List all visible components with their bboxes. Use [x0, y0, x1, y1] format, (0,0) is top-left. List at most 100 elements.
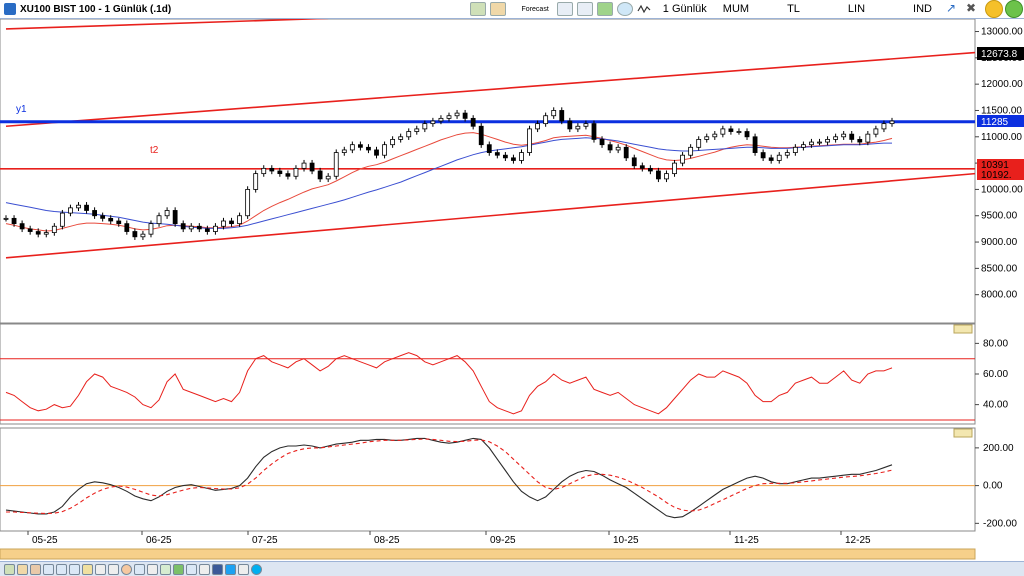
indicator-selector[interactable]: IND	[913, 3, 932, 15]
candle-body	[59, 212, 65, 227]
grid-icon[interactable]	[556, 2, 573, 16]
candle-body	[519, 152, 524, 161]
candle-body	[309, 162, 315, 172]
candle-body	[688, 146, 694, 156]
tools-icon[interactable]: ✖	[966, 1, 977, 15]
x-tick-label: 12-25	[845, 535, 871, 546]
candle-body	[293, 167, 299, 177]
macd-tick-label: 0.00	[983, 481, 1003, 492]
candle-body	[583, 123, 589, 127]
bb-email-icon[interactable]	[238, 563, 249, 575]
period-selector[interactable]: 1 Günlük	[662, 3, 707, 15]
bb-table-icon[interactable]	[160, 563, 171, 575]
bb-ruler-icon[interactable]	[108, 563, 119, 575]
candle-body	[873, 128, 879, 135]
bb-circle-icon[interactable]	[121, 563, 132, 575]
maximize-icon[interactable]	[1005, 0, 1023, 18]
arrow-icon[interactable]: ↗	[946, 1, 957, 15]
trendline-0[interactable]	[5, 51, 976, 128]
candle-body	[607, 144, 613, 151]
pen-icon[interactable]	[596, 2, 613, 16]
y1-level-tag-bg	[977, 115, 1024, 127]
bb-facebook-icon[interactable]	[212, 563, 223, 575]
candle-body	[664, 173, 669, 180]
candle-body	[132, 231, 138, 238]
bb-excel-icon[interactable]	[173, 563, 184, 575]
candle-body	[398, 136, 404, 140]
x-tick-label: 11-25	[734, 535, 759, 546]
candle-body	[438, 117, 444, 122]
candle-body	[277, 170, 283, 175]
line-chart-icon[interactable]	[489, 2, 506, 16]
rsi-pane-border	[0, 323, 976, 425]
bb-candle-icon[interactable]	[17, 563, 28, 575]
rsi-line	[5, 352, 893, 415]
wave-icon-svg	[637, 4, 651, 14]
bb-print-icon[interactable]	[147, 563, 158, 575]
trendline-2[interactable]	[5, 19, 329, 30]
candle-body	[712, 133, 718, 138]
annotation-t2: t2	[150, 145, 159, 156]
price-pane-border	[0, 19, 976, 324]
bb-bar-icon[interactable]	[4, 563, 15, 575]
macd-pane-close-button[interactable]	[953, 428, 973, 438]
candle-body	[204, 228, 210, 232]
chart-type-selector[interactable]: MUM	[722, 3, 750, 15]
candle-body	[333, 152, 339, 177]
bb-twitter-icon[interactable]	[225, 563, 236, 575]
candle-body	[19, 223, 25, 230]
window-title: XU100 BIST 100 - 1 Günlük (.1d)	[20, 3, 172, 15]
candle-body	[446, 115, 452, 119]
candle-body	[301, 162, 307, 169]
candle-body	[792, 146, 798, 153]
candle-body	[156, 215, 162, 225]
bb-text-icon[interactable]	[95, 563, 106, 575]
table-icon[interactable]	[576, 2, 593, 16]
bb-line-icon[interactable]	[30, 563, 41, 575]
t-level-a-tag: 10391	[981, 160, 1009, 171]
trendline-1[interactable]	[5, 172, 976, 259]
bb-zoom-in-icon[interactable]	[43, 563, 54, 575]
minimize-icon[interactable]	[985, 0, 1003, 18]
macd-pane: 200.00 0.00 -200.00	[0, 437, 1017, 529]
candle-body	[567, 120, 573, 130]
candle-body	[801, 144, 806, 148]
moving-average-1	[5, 137, 892, 229]
candle-body	[647, 167, 653, 172]
scale-selector[interactable]: LIN	[847, 3, 866, 15]
x-tick-label: 09-25	[490, 535, 516, 546]
bb-zoom-out-icon[interactable]	[56, 563, 67, 575]
bb-mail-icon[interactable]	[186, 563, 197, 575]
candle-body	[317, 170, 323, 180]
candle-body	[494, 152, 500, 156]
candle-body	[11, 217, 17, 225]
candle-body	[27, 228, 33, 232]
x-axis: 05-25 06-25 07-25 08-25 09-25 10-25 11-25 12-25	[27, 531, 871, 546]
price-tick-label: 8000.00	[981, 290, 1018, 301]
wave-icon[interactable]	[637, 2, 653, 16]
x-tick-label: 05-25	[32, 535, 58, 546]
bottom-toolbar	[0, 561, 1024, 576]
chart-canvas[interactable]: 13000.0012500.0012000.0011500.0011000.00…	[0, 19, 1024, 561]
rsi-pane-close-button[interactable]	[953, 324, 973, 334]
bb-save-icon[interactable]	[134, 563, 145, 575]
candle-body	[591, 123, 597, 140]
forecast-icon[interactable]	[510, 2, 520, 16]
candle-body	[776, 154, 782, 161]
candle-body	[213, 225, 218, 232]
bb-settings-icon[interactable]	[199, 563, 210, 575]
horizontal-scrollbar[interactable]	[0, 548, 976, 560]
bb-search-icon[interactable]	[69, 563, 80, 575]
candle-body	[599, 139, 605, 146]
currency-selector[interactable]: TL	[787, 3, 800, 15]
bb-skype-icon[interactable]	[251, 563, 262, 575]
x-tick-label: 07-25	[252, 535, 278, 546]
toolbar: Forecast 1 Günlük MUM TL LIN IND ↗ ✖	[468, 0, 1024, 18]
candle-body	[414, 128, 420, 132]
bar-chart-icon[interactable]	[469, 2, 486, 16]
settings-icon[interactable]	[616, 2, 633, 16]
price-tick-label: 8500.00	[981, 263, 1018, 274]
candle-body	[809, 141, 814, 146]
bb-pen-icon[interactable]	[82, 563, 93, 575]
forecast-button[interactable]: Forecast	[521, 5, 549, 13]
